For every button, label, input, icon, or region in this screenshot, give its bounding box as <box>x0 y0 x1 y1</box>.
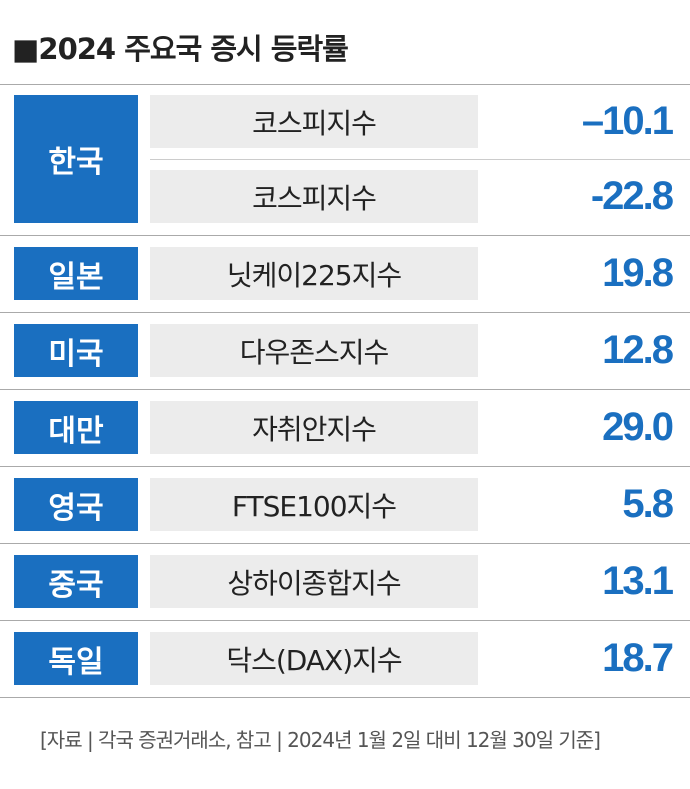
change-value: -22.8 <box>590 174 674 218</box>
divider <box>0 466 690 467</box>
change-value: 5.8 <box>622 482 674 526</box>
index-cell: 코스피지수 <box>150 170 478 223</box>
title: ■2024 주요국 증시 등락률 <box>12 32 349 66</box>
index-cell: 상하이종합지수 <box>150 555 478 608</box>
country-cell: 독일 <box>14 632 138 685</box>
index-cell: 자취안지수 <box>150 401 478 454</box>
divider <box>0 312 690 313</box>
divider <box>0 389 690 390</box>
country-cell: 중국 <box>14 555 138 608</box>
source-note: [자료 | 각국 증권거래소, 참고 | 2024년 1월 2일 대비 12월 … <box>40 728 601 752</box>
change-value: 29.0 <box>602 405 674 449</box>
divider <box>0 235 690 236</box>
divider <box>0 84 690 85</box>
change-value: 18.7 <box>602 636 674 680</box>
index-cell: 다우존스지수 <box>150 324 478 377</box>
change-value: 12.8 <box>602 328 674 372</box>
country-cell: 일본 <box>14 247 138 300</box>
row-divider <box>150 159 690 160</box>
index-cell: 코스피지수 <box>150 95 478 148</box>
change-value: –10.1 <box>581 99 674 143</box>
divider <box>0 543 690 544</box>
index-cell: 닥스(DAX)지수 <box>150 632 478 685</box>
change-value: 13.1 <box>602 559 674 603</box>
country-cell: 한국 <box>14 95 138 223</box>
country-cell: 미국 <box>14 324 138 377</box>
divider <box>0 697 690 698</box>
divider <box>0 620 690 621</box>
index-cell: FTSE100지수 <box>150 478 478 531</box>
country-cell: 영국 <box>14 478 138 531</box>
country-cell: 대만 <box>14 401 138 454</box>
index-cell: 닛케이225지수 <box>150 247 478 300</box>
change-value: 19.8 <box>602 251 674 295</box>
